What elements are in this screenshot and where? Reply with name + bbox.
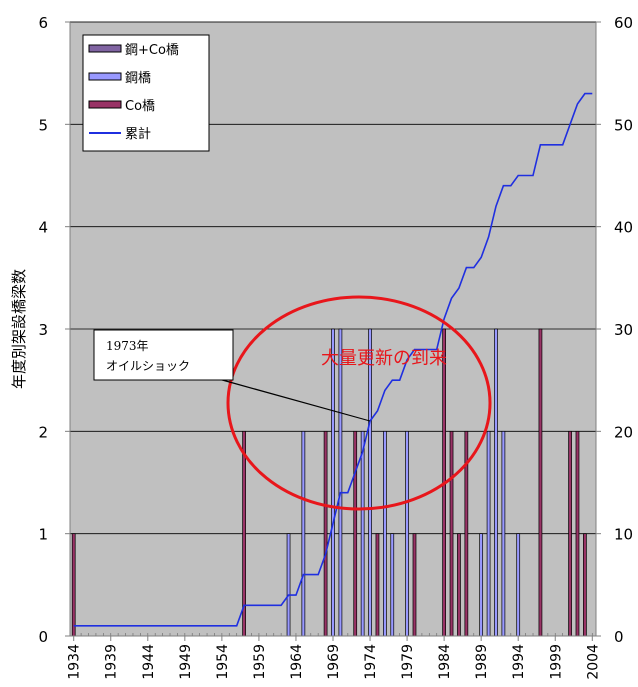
bar-steel-1989: [479, 533, 484, 637]
bar-steel-1994: [516, 533, 521, 637]
legend-swatch-co: [88, 100, 122, 109]
legend-label-co: Co橋: [125, 99, 155, 114]
x-tick-label: 1944: [141, 644, 157, 680]
x-tick-label: 1974: [363, 644, 379, 680]
oil-shock-year: 1973年: [106, 339, 149, 353]
left-tick-label: 4: [38, 219, 48, 237]
left-tick-label: 3: [38, 321, 48, 339]
bar-steel-1974: [368, 328, 372, 637]
cumulative-line: [73, 92, 593, 627]
left-tick-label: 1: [38, 526, 48, 544]
right-tick-label: 10: [614, 526, 633, 544]
x-tick-label: 1954: [215, 644, 231, 680]
x-tick-label: 1969: [326, 644, 342, 680]
right-tick-label: 60: [614, 14, 633, 32]
x-tick-label: 1959: [252, 644, 268, 680]
x-tick-label: 1999: [548, 644, 564, 680]
bar-steel-1991: [494, 328, 498, 637]
oil-shock-label: オイルショック: [106, 359, 190, 373]
bar-co-1997: [538, 328, 543, 637]
right-tick-label: 0: [614, 628, 624, 646]
large-renewal-ellipse: [226, 295, 492, 511]
x-tick-label: 1979: [400, 644, 416, 680]
bar-co-1975: [375, 533, 380, 637]
legend-swatch-steel: [88, 72, 122, 81]
bar-co-2002: [575, 430, 580, 637]
right-tick-label: 30: [614, 321, 633, 339]
right-tick-label: 20: [614, 423, 633, 441]
left-y-axis: 0 1 2 3 4 5 6: [38, 14, 71, 646]
right-y-axis: 0 10 20 30 40 50 60: [595, 14, 633, 646]
bar-co-1968: [323, 430, 328, 637]
x-tick-label: 1989: [474, 644, 490, 680]
right-tick-label: 50: [614, 116, 633, 134]
bar-co-2003: [583, 533, 587, 637]
legend-box: [82, 34, 210, 152]
left-tick-label: 5: [38, 116, 48, 134]
bar-steel-1976: [383, 430, 387, 637]
bar-co-1934: [71, 533, 76, 637]
legend-label-steel: 鋼橋: [125, 71, 151, 86]
legend-swatch-steel-co: [88, 44, 122, 53]
bar-co-2001: [568, 430, 572, 637]
bar-co-1985: [449, 430, 454, 637]
cumulative-series: [73, 92, 593, 627]
x-tick-label: 1964: [289, 644, 305, 680]
left-tick-label: 2: [38, 423, 48, 441]
bar-steel-1970: [338, 328, 343, 637]
x-tick-label: 1934: [67, 644, 83, 680]
left-tick-label: 0: [38, 628, 48, 646]
bar-steel-1973: [360, 430, 365, 637]
legend-label-steel-co: 鋼+Co橋: [125, 43, 179, 58]
bar-co-1972: [353, 430, 358, 637]
bar-steel-1969: [331, 328, 335, 637]
oil-shock-callout-box: [93, 329, 234, 381]
bar-co-1980: [412, 533, 417, 637]
right-tick-label: 40: [614, 219, 633, 237]
bar-steel-1979: [405, 430, 409, 637]
x-tick-label: 1949: [178, 644, 194, 680]
bar-steel-1965: [301, 430, 306, 637]
x-axis: 1934 1939 1944 1949 1954 1959 1964 1969 1974 1979…: [67, 635, 601, 680]
x-tick-label: 2004: [585, 644, 601, 680]
x-tick-label: 1984: [437, 644, 453, 680]
bar-steel-1990: [486, 430, 491, 637]
y-axis-label: 年度別架設橋梁数: [10, 269, 28, 389]
bar-steel-1977: [390, 533, 395, 637]
legend-label-cumulative: 累計: [125, 126, 151, 142]
bar-co-1986: [457, 533, 461, 637]
x-tick-label: 1994: [511, 644, 527, 680]
left-tick-label: 6: [38, 14, 48, 32]
large-renewal-label: 大量更新の到来: [321, 348, 447, 369]
bar-steel-1963: [286, 533, 291, 637]
bar-steel-1992: [501, 430, 506, 637]
x-tick-label: 1939: [104, 644, 120, 680]
legend: 鋼+Co橋 鋼橋 Co橋 累計: [82, 34, 210, 152]
